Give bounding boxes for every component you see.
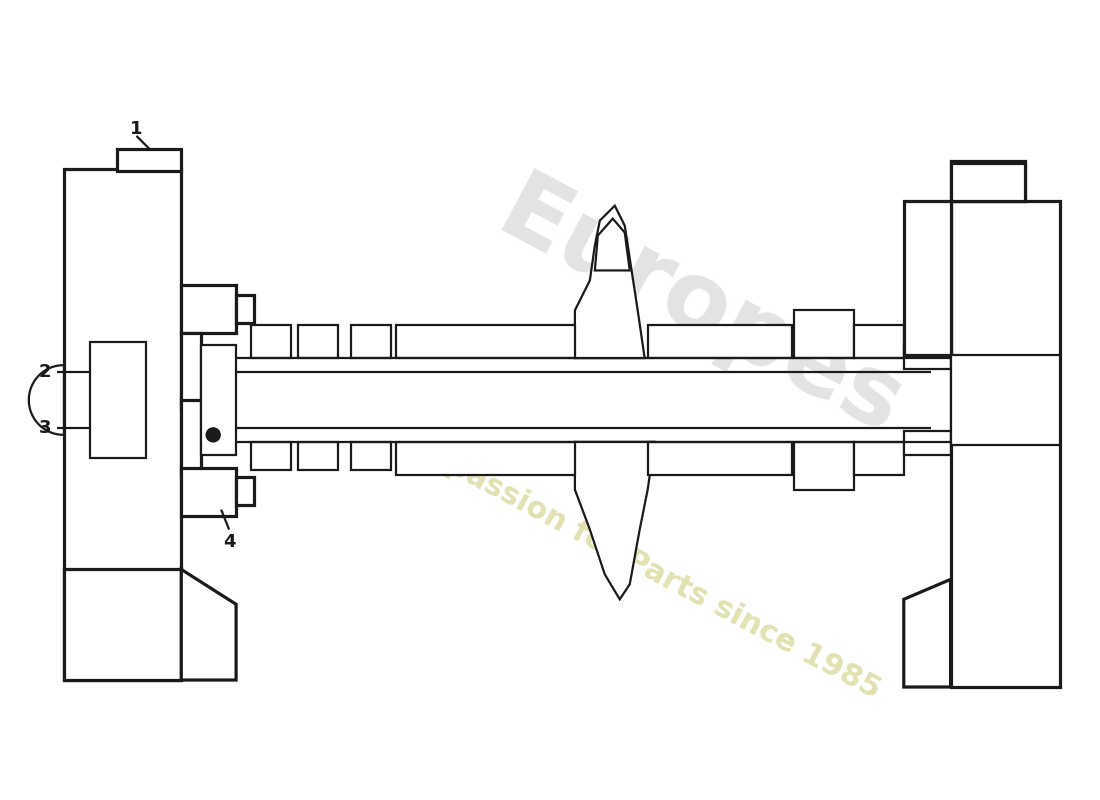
Bar	[904, 431, 950, 455]
Bar	[648, 442, 792, 474]
Text: Europes: Europes	[482, 165, 917, 455]
Bar	[182, 400, 201, 474]
Bar	[182, 286, 236, 334]
Bar	[251, 442, 290, 470]
Polygon shape	[182, 570, 236, 680]
Polygon shape	[92, 344, 141, 400]
Bar	[794, 310, 854, 358]
Text: 4: 4	[223, 533, 235, 550]
Bar	[950, 355, 1060, 445]
Bar	[89, 342, 146, 458]
Polygon shape	[904, 201, 950, 355]
Bar	[351, 442, 390, 470]
Polygon shape	[904, 579, 950, 687]
Polygon shape	[575, 442, 654, 599]
Bar	[117, 149, 182, 170]
Polygon shape	[960, 373, 1006, 427]
Bar	[298, 442, 338, 470]
Bar	[648, 326, 792, 358]
Bar	[950, 201, 1060, 687]
Bar	[298, 326, 338, 358]
Text: 2: 2	[39, 363, 51, 381]
Circle shape	[206, 428, 220, 442]
Bar	[182, 468, 236, 515]
Polygon shape	[64, 570, 182, 680]
Bar	[236, 295, 254, 323]
Bar	[201, 345, 236, 455]
Bar	[794, 442, 854, 490]
Bar	[351, 326, 390, 358]
Bar	[64, 169, 182, 680]
Bar	[236, 477, 254, 505]
Bar	[950, 163, 1025, 201]
Polygon shape	[595, 218, 629, 270]
Bar	[182, 334, 201, 408]
Bar	[854, 442, 904, 474]
Text: 1: 1	[130, 120, 143, 138]
Bar	[854, 326, 904, 358]
Text: a passion for Parts since 1985: a passion for Parts since 1985	[414, 435, 886, 704]
Bar	[396, 326, 575, 358]
Bar	[251, 326, 290, 358]
Bar	[950, 161, 1025, 201]
Bar	[904, 345, 950, 369]
Bar	[396, 442, 575, 474]
Polygon shape	[92, 400, 141, 456]
Text: 3: 3	[39, 419, 51, 437]
Polygon shape	[575, 206, 645, 358]
